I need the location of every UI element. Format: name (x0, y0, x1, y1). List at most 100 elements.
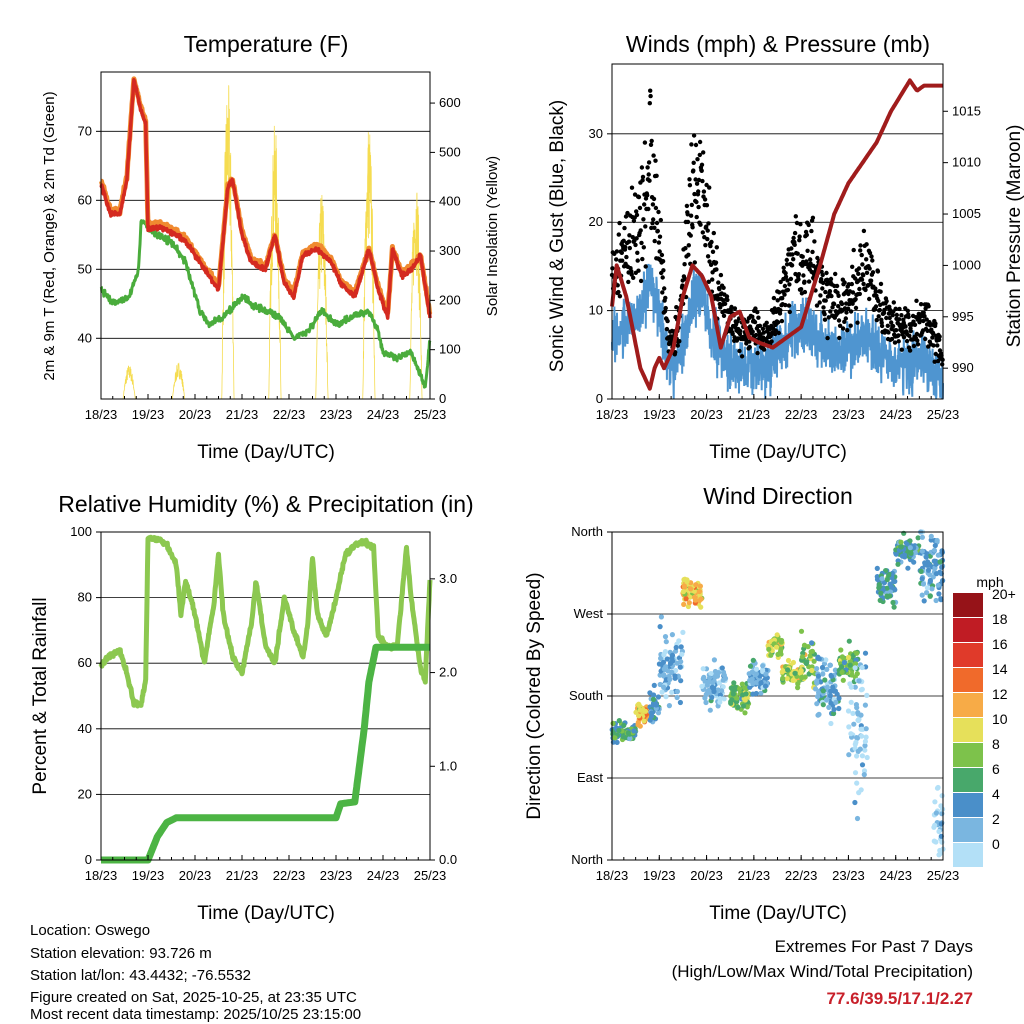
direction-point (760, 663, 766, 669)
direction-point (693, 582, 699, 588)
direction-point (627, 735, 633, 742)
direction-point (847, 662, 853, 668)
gust-point (853, 297, 858, 302)
gust-point (904, 338, 910, 344)
gust-point (785, 278, 790, 283)
gust-point (639, 165, 645, 170)
wind-direction-xlabel: Time (Day/UTC) (709, 903, 847, 924)
gust-point (772, 306, 777, 311)
x-tick-label: 24/23 (367, 407, 400, 422)
gust-point (801, 273, 806, 278)
direction-point (669, 655, 675, 661)
y-tick-label: West (574, 606, 604, 621)
gust-point (858, 243, 863, 248)
temperature-xlabel: Time (Day/UTC) (197, 442, 335, 463)
y-right-tick-label: 1010 (952, 155, 981, 170)
gust-point (820, 286, 825, 291)
direction-point (824, 666, 830, 673)
direction-point (858, 687, 864, 693)
gust-point (651, 196, 657, 202)
direction-point (720, 684, 726, 690)
direction-point (816, 690, 822, 696)
gust-point (660, 259, 666, 264)
direction-point (874, 565, 880, 572)
gust-point (750, 314, 755, 319)
direction-point (641, 718, 647, 724)
direction-point (637, 723, 643, 729)
direction-point (678, 659, 684, 665)
direction-point (680, 589, 687, 595)
direction-point (667, 660, 674, 667)
footer: Location: Oswego Station elevation: 93.7… (30, 922, 973, 1023)
gust-point (824, 270, 829, 276)
direction-point (919, 534, 926, 540)
direction-point (819, 664, 826, 671)
direction-point (908, 550, 914, 556)
gust-point (640, 178, 645, 183)
direction-point (852, 770, 859, 776)
direction-point (663, 694, 669, 700)
gust-point (792, 230, 798, 236)
extremes-values: 77.6/39.5/17.1/2.27 (826, 989, 973, 1008)
gust-point (705, 254, 711, 259)
gust-point (706, 279, 711, 284)
gust-point (777, 311, 783, 316)
direction-point (832, 688, 839, 694)
gust-point (923, 336, 928, 342)
gust-point (863, 287, 868, 293)
gridlines (612, 133, 943, 312)
direction-point (890, 599, 896, 606)
gust-point (836, 293, 841, 298)
gust-point (778, 308, 783, 313)
direction-point (706, 687, 712, 694)
gust-point (867, 250, 873, 256)
gust-point (658, 217, 663, 223)
gust-point (656, 240, 662, 245)
direction-point (828, 688, 834, 694)
gust-point (688, 213, 694, 218)
gust-point (905, 308, 910, 313)
direction-point (659, 689, 665, 695)
gust-point (896, 317, 902, 322)
direction-point (758, 690, 764, 696)
legend-label: 6 (992, 761, 1000, 777)
gust-point (825, 277, 830, 282)
gust-point (645, 165, 650, 170)
pressure-line (610, 78, 945, 391)
direction-point (716, 680, 723, 686)
gust-point (889, 320, 894, 325)
gust-point (651, 153, 656, 158)
gust-point (876, 314, 881, 319)
gust-point (897, 306, 902, 312)
direction-point (931, 547, 938, 553)
direction-point (806, 671, 812, 677)
direction-point (887, 593, 893, 599)
direction-point (861, 772, 867, 778)
gust-point (856, 266, 862, 271)
legend-swatch (953, 768, 983, 792)
gust-point (901, 335, 907, 340)
gust-point (907, 348, 913, 353)
humidity-ylabel: Percent & Total Rainfall (30, 597, 51, 794)
direction-point (891, 604, 897, 610)
gust-point (937, 337, 942, 342)
gust-point (702, 197, 708, 202)
gust-point (791, 235, 796, 241)
direction-point (939, 793, 945, 799)
gust-point (701, 189, 707, 194)
gust-point (649, 138, 654, 144)
x-tick-label: 21/23 (738, 868, 771, 883)
gust-point (767, 327, 772, 332)
direction-point (801, 642, 808, 648)
direction-point (814, 666, 820, 672)
direction-point (692, 597, 699, 603)
gust-point (677, 339, 682, 344)
direction-point (864, 754, 870, 761)
direction-point (678, 644, 684, 650)
gust-point (842, 319, 847, 324)
winds-panel: Winds (mph) & Pressure (mb) Time (Day/UT… (547, 31, 1024, 463)
gust-point (886, 330, 891, 335)
gust-point (879, 323, 885, 329)
gust-point (781, 265, 786, 270)
direction-point (862, 747, 868, 753)
